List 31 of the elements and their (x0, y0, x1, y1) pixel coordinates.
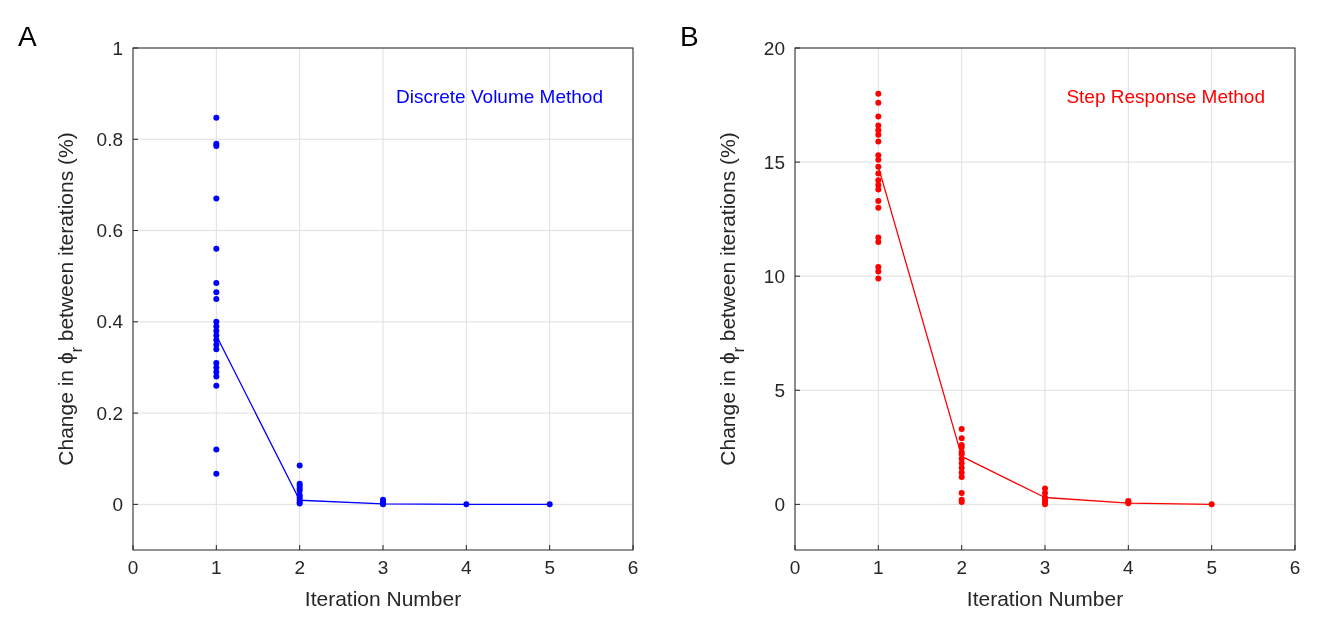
x-tick-label: 5 (1206, 557, 1217, 578)
y-tick-label: 0 (774, 494, 785, 516)
x-tick-label: 1 (211, 557, 222, 578)
x-tick-label: 5 (544, 557, 555, 578)
x-tick-label: 2 (294, 557, 305, 578)
y-tick-label: 0.8 (96, 128, 123, 150)
text: Step Response Method (1066, 86, 1265, 107)
y-tick-label: 10 (763, 265, 785, 287)
x-axis-title: Iteration Number (966, 587, 1124, 610)
x-tick-label: 3 (1039, 557, 1051, 578)
x-tick-label: 1 (873, 557, 884, 578)
y-tick-label: 1 (112, 37, 123, 59)
y-tick-label: 15 (763, 151, 785, 173)
x-tick-label: 0 (789, 557, 801, 578)
x-axis-title: Iteration Number (304, 587, 462, 610)
chart-title: A (18, 21, 37, 52)
y-tick-label: 0 (112, 494, 123, 516)
y-tick-label: 0.2 (96, 402, 123, 424)
y-tick-label: 20 (763, 37, 785, 59)
x-tick-label: 4 (461, 557, 473, 578)
x-tick-label: 2 (956, 557, 967, 578)
y-tick-label: 0.4 (96, 311, 124, 333)
x-tick-label: 6 (1289, 557, 1301, 578)
x-tick-label: 3 (377, 557, 389, 578)
x-tick-label: 4 (1123, 557, 1135, 578)
y-tick-label: 0.6 (96, 220, 123, 242)
x-tick-label: 6 (627, 557, 639, 578)
text: Discrete Volume Method (396, 86, 603, 107)
y-tick-label: 5 (774, 379, 785, 401)
x-tick-label: 0 (127, 557, 139, 578)
chart-title: B (680, 21, 699, 52)
